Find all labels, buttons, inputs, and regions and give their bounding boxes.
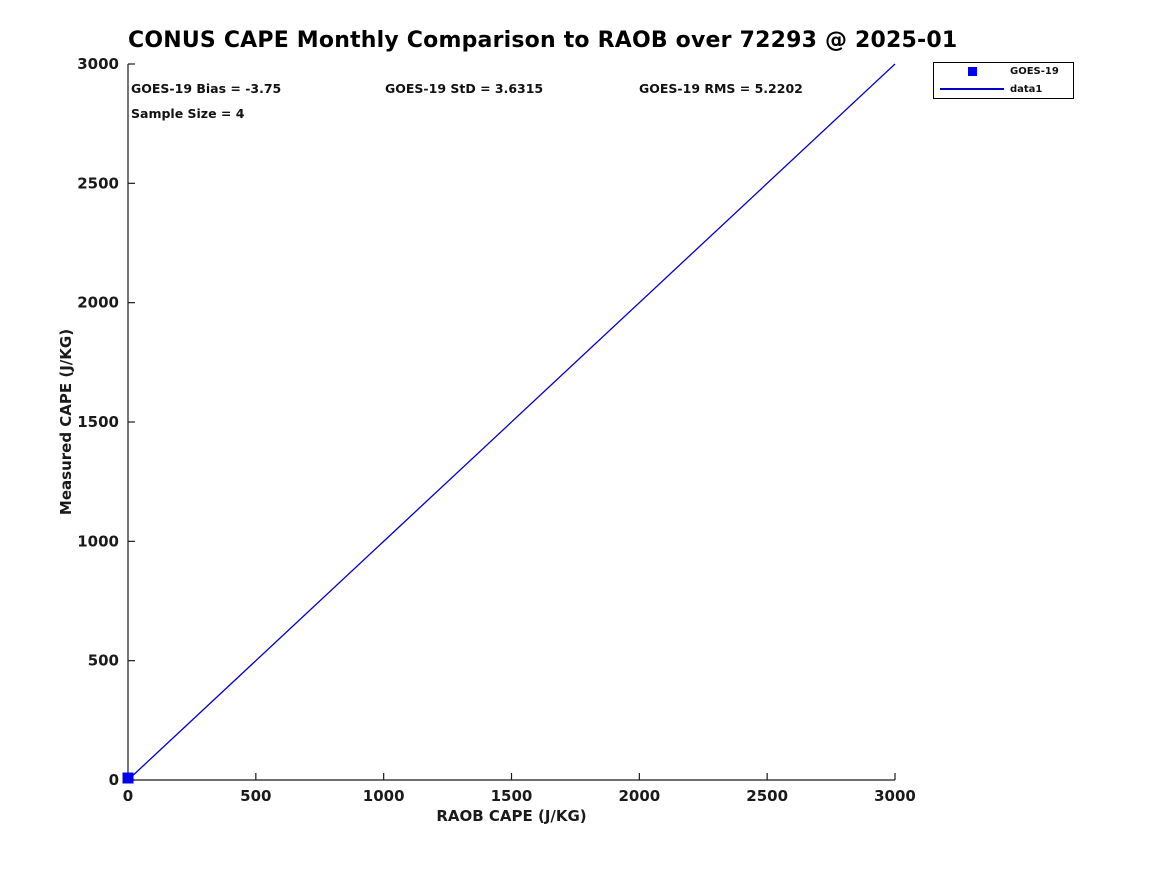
y-tick-label: 2000 [77, 294, 119, 312]
x-axis-label: RAOB CAPE (J/KG) [436, 807, 586, 825]
legend: GOES-19 data1 [933, 62, 1074, 99]
x-tick-label: 0 [123, 787, 133, 805]
legend-label-data1: data1 [1010, 83, 1043, 95]
y-axis-label: Measured CAPE (J/KG) [57, 329, 75, 515]
x-tick-label: 500 [240, 787, 271, 805]
stat-bias: GOES-19 Bias = -3.75 [131, 81, 282, 96]
stat-std: GOES-19 StD = 3.6315 [385, 81, 544, 96]
y-tick-label: 2500 [77, 174, 119, 192]
y-tick-label: 3000 [77, 55, 119, 73]
legend-swatch-cell [934, 67, 1010, 77]
x-tick-label: 1500 [491, 787, 533, 805]
x-tick-label: 1000 [363, 787, 405, 805]
GOES-19-point [122, 772, 134, 784]
chart-title: CONUS CAPE Monthly Comparison to RAOB ov… [128, 28, 958, 53]
y-tick-label: 1000 [77, 532, 119, 550]
data1-line [127, 63, 896, 781]
data1-line-swatch [940, 88, 1004, 91]
legend-swatch-cell [934, 88, 1010, 91]
y-tick-label: 1500 [77, 413, 119, 431]
legend-entry-goes19: GOES-19 [934, 63, 1073, 80]
x-tick-label: 3000 [874, 787, 916, 805]
legend-label-goes19: GOES-19 [1010, 66, 1059, 78]
goes19-marker-swatch [967, 67, 977, 77]
x-tick-label: 2000 [618, 787, 660, 805]
legend-entry-data1: data1 [934, 81, 1073, 98]
stat-rms: GOES-19 RMS = 5.2202 [639, 81, 803, 96]
x-tick-label: 2500 [746, 787, 788, 805]
y-tick-label: 500 [88, 652, 119, 670]
y-tick-label: 0 [109, 771, 119, 789]
stat-sample-size: Sample Size = 4 [131, 106, 245, 121]
